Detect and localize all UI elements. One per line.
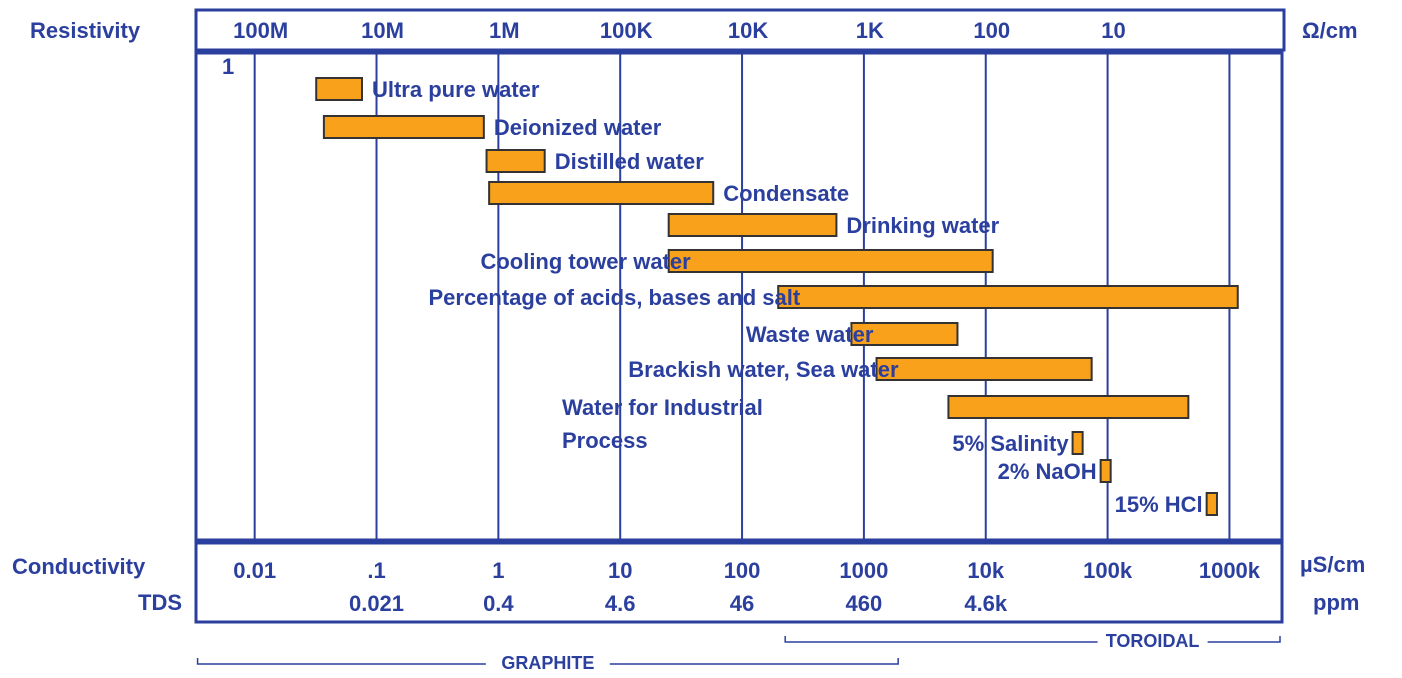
range-bracket <box>784 636 1281 643</box>
bar <box>315 77 363 101</box>
bar-label: 15% HCl <box>1115 492 1203 517</box>
resistivity-frame <box>194 8 1286 52</box>
x-tick-label: 1 <box>492 558 504 583</box>
bar <box>667 213 838 237</box>
bar <box>777 285 1239 309</box>
bar-label: Deionized water <box>494 115 662 140</box>
range-label: TOROIDAL <box>1106 631 1200 651</box>
bar <box>875 357 1093 381</box>
range-label: GRAPHITE <box>501 653 594 673</box>
bar-label: Process <box>562 428 648 453</box>
bar-label: Water for Industrial <box>562 395 763 420</box>
bar-label: Distilled water <box>555 149 705 174</box>
bar <box>1071 431 1084 455</box>
bar <box>488 181 715 205</box>
x-tick-label: .1 <box>367 558 385 583</box>
x2-tick-label: 1K <box>856 18 884 43</box>
bar-label: 2% NaOH <box>998 459 1097 484</box>
x-tick-label: 10 <box>608 558 632 583</box>
x2-tick-label: 10M <box>361 18 404 43</box>
bar-label: Ultra pure water <box>372 77 540 102</box>
tds-label: 460 <box>846 591 883 616</box>
bar <box>1099 459 1112 483</box>
x-unit: µS/cm <box>1300 552 1365 577</box>
x2-tick-label: 1M <box>489 18 520 43</box>
conductivity-frame <box>194 541 1284 624</box>
x2-unit: Ω/cm <box>1302 18 1358 43</box>
x2-tick-label: 100K <box>600 18 653 43</box>
tds-label: 4.6 <box>605 591 636 616</box>
bar <box>322 115 485 139</box>
bar <box>850 322 959 346</box>
x-tick-label: 1000 <box>839 558 888 583</box>
bar <box>1205 492 1218 516</box>
tds-label: 0.4 <box>483 591 514 616</box>
bar-label: Percentage of acids, bases and salt <box>428 285 800 310</box>
bar <box>947 395 1190 419</box>
bar-label: Drinking water <box>846 213 999 238</box>
x-label: Conductivity <box>12 554 146 579</box>
annotation: 1 <box>222 54 234 79</box>
x2-tick-label: 10K <box>728 18 768 43</box>
x-tick-label: 10k <box>967 558 1004 583</box>
x-tick-label: 100k <box>1083 558 1133 583</box>
x-tick-label: 1000k <box>1199 558 1261 583</box>
bar <box>667 249 994 273</box>
bar-label: Brackish water, Sea water <box>628 357 899 382</box>
tds-label: 0.021 <box>349 591 404 616</box>
bar-label: Cooling tower water <box>480 249 691 274</box>
x2-tick-label: 100 <box>973 18 1010 43</box>
tds-label: 4.6k <box>964 591 1008 616</box>
tds-label: 46 <box>730 591 754 616</box>
x2-label: Resistivity <box>30 18 141 43</box>
x2-tick-label: 100M <box>233 18 288 43</box>
x-tick-label: 100 <box>724 558 761 583</box>
range-bracket <box>196 658 899 665</box>
tds-unit: ppm <box>1313 590 1359 615</box>
tds-label: TDS <box>138 590 182 615</box>
x2-tick-label: 10 <box>1101 18 1125 43</box>
x-tick-label: 0.01 <box>233 558 276 583</box>
plot-frame <box>194 51 1284 542</box>
bar-label: 5% Salinity <box>952 431 1069 456</box>
bar <box>485 149 546 173</box>
bar-label: Waste water <box>746 322 874 347</box>
bar-label: Condensate <box>723 181 849 206</box>
